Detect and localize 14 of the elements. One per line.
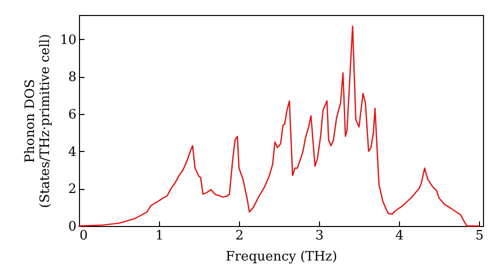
x-tick-label: 4 <box>395 228 404 244</box>
x-tick-label: 3 <box>315 228 324 244</box>
line-series <box>78 26 480 227</box>
y-tick-label: 10 <box>60 32 76 48</box>
x-tick-label: 5 <box>475 228 484 244</box>
y-tick-label: 2 <box>68 182 76 198</box>
y-tick-label: 4 <box>68 144 76 160</box>
y-tick-label: 6 <box>68 107 76 122</box>
x-axis-title: Frequency (THz) <box>226 250 338 264</box>
x-tick-label: 0 <box>80 228 88 244</box>
x-tick-label: 2 <box>235 228 244 244</box>
x-tick-label: 1 <box>155 228 164 244</box>
y-axis-title: Phonon DOS (States/THz·primitive cell) <box>22 34 53 208</box>
y-tick-label: 8 <box>68 70 76 86</box>
